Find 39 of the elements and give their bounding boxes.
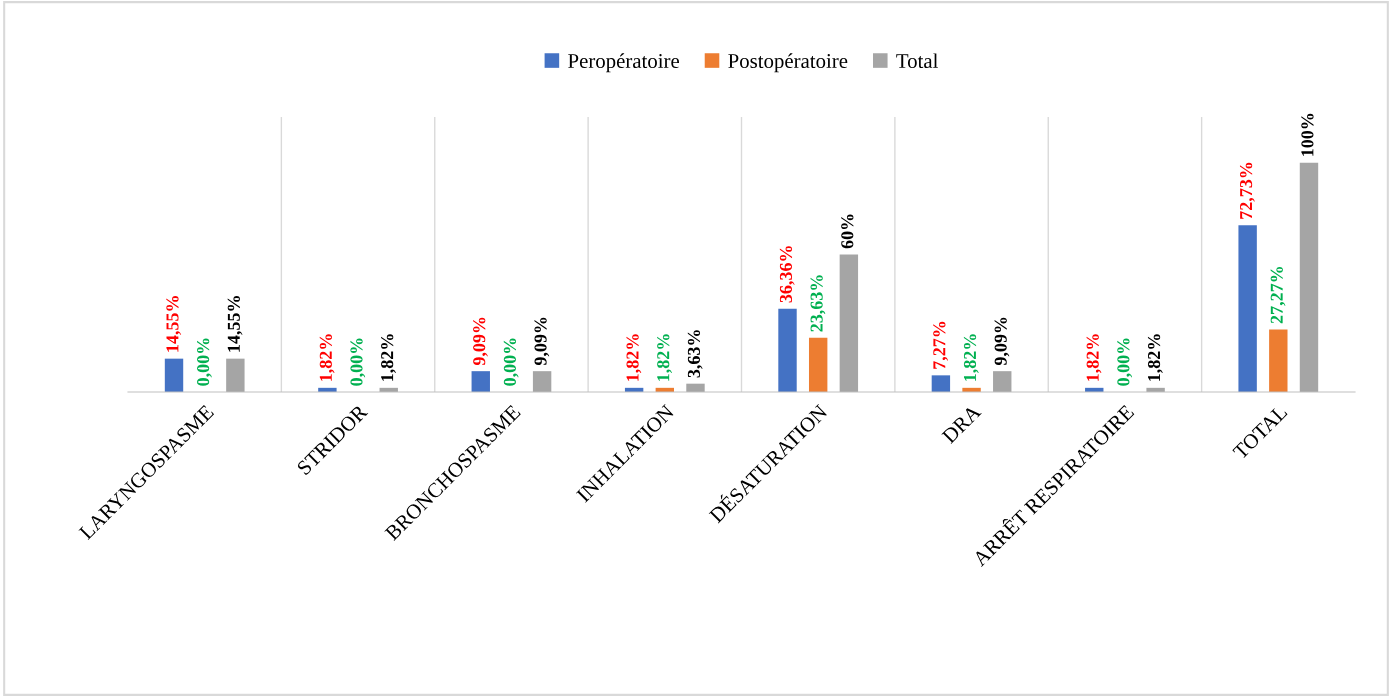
data-label: 9,09% <box>994 317 1010 366</box>
data-label: 1,82% <box>319 334 335 381</box>
data-label: 3,63% <box>687 330 703 378</box>
data-label: 0,00% <box>197 338 212 386</box>
legend-label: Total <box>896 53 938 69</box>
data-label: 0,00% <box>1117 338 1133 386</box>
bar <box>1238 225 1257 392</box>
legend-label: Postopératoire <box>728 53 848 73</box>
data-label: 0,00% <box>503 338 519 386</box>
data-label: 1,82% <box>963 334 979 381</box>
bar <box>839 254 859 392</box>
bar <box>164 358 184 392</box>
data-label: 1,82% <box>1147 334 1163 381</box>
data-label: 27,27% <box>1270 266 1286 324</box>
data-label: 100% <box>1301 113 1314 156</box>
bar <box>808 337 828 392</box>
bar <box>931 375 951 392</box>
bar <box>471 371 490 392</box>
data-label: 1,82% <box>626 334 642 381</box>
data-label: 72,73% <box>1239 162 1255 219</box>
bar <box>532 371 552 392</box>
data-label: 1,82% <box>657 334 672 381</box>
bar <box>1299 162 1319 392</box>
bar <box>1269 329 1288 392</box>
data-label: 36,36% <box>779 246 795 303</box>
data-label: 9,09% <box>534 317 550 366</box>
legend-label: Peropératoire <box>568 53 679 73</box>
bar <box>778 308 797 392</box>
data-label: 1,82% <box>1086 334 1102 381</box>
data-label: 7,27% <box>933 321 949 369</box>
data-label: 14,55% <box>166 296 182 352</box>
data-label: 9,09% <box>473 317 488 366</box>
bar <box>993 371 1012 392</box>
data-label: 14,55% <box>227 296 243 352</box>
data-label: 0,00% <box>350 338 366 386</box>
data-label: 1,82% <box>381 334 396 381</box>
bar <box>226 358 245 392</box>
data-label: 23,63% <box>810 275 826 332</box>
data-label: 60% <box>841 214 854 249</box>
